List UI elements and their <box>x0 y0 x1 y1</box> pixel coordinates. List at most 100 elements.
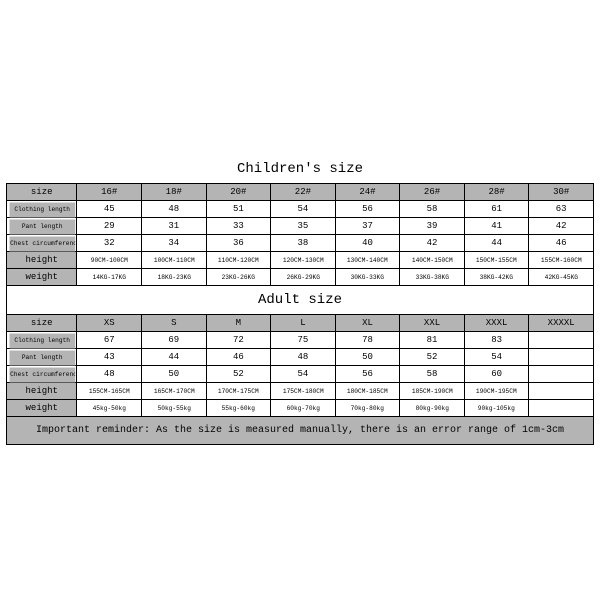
adult-title: Adult size <box>7 286 594 315</box>
cell: 81 <box>400 332 465 349</box>
cell: 54 <box>464 349 529 366</box>
cell: 43 <box>77 349 142 366</box>
size-chart-container: Children's size size 16# 18# 20# 22# 24#… <box>0 0 600 600</box>
cell: 45kg-50kg <box>79 400 140 416</box>
adult-clothing-row: Clothing length 67 69 72 75 78 81 83 <box>7 332 594 349</box>
cell: 31 <box>142 218 207 235</box>
cell: 30# <box>529 184 594 201</box>
cell: 155CM-165CM <box>79 383 140 399</box>
cell: 28# <box>464 184 529 201</box>
row-label: Chest circumference 1/2 <box>8 235 75 251</box>
row-label: Pant length <box>8 349 75 365</box>
cell: 70kg-80kg <box>337 400 398 416</box>
children-weight-row: weight 14KG-17KG 18KG-23KG 23KG-26KG 26K… <box>7 269 594 286</box>
cell: 42KG-45KG <box>530 269 591 285</box>
row-label: height <box>7 383 77 400</box>
adult-title-row: Adult size <box>7 286 594 315</box>
cell: 18# <box>142 184 207 201</box>
adult-chest-row: Chest circumference 1/2 48 50 52 54 56 5… <box>7 366 594 383</box>
adult-pant-row: Pant length 43 44 46 48 50 52 54 <box>7 349 594 366</box>
cell: 33KG-38KG <box>401 269 462 285</box>
cell: 155CM-160CM <box>530 252 591 268</box>
cell: 180CM-185CM <box>337 383 398 399</box>
cell: 83 <box>464 332 529 349</box>
adult-size-row: size XS S M L XL XXL XXXL XXXXL <box>7 315 594 332</box>
cell: 150CM-155CM <box>466 252 527 268</box>
cell: 52 <box>400 349 465 366</box>
cell: 38 <box>271 235 336 252</box>
cell: 61 <box>464 201 529 218</box>
cell: 48 <box>142 201 207 218</box>
row-label: Clothing length <box>8 201 75 217</box>
cell: 63 <box>529 201 594 218</box>
cell: M <box>206 315 271 332</box>
cell: 100CM-110CM <box>143 252 204 268</box>
cell: 60kg-70kg <box>272 400 333 416</box>
cell: 38KG-42KG <box>466 269 527 285</box>
cell: 42 <box>529 218 594 235</box>
cell <box>529 332 594 349</box>
cell: 29 <box>77 218 142 235</box>
cell: 110CM-120CM <box>208 252 269 268</box>
cell: 90kg-105kg <box>466 400 527 416</box>
cell: XXXXL <box>529 315 594 332</box>
row-label: weight <box>7 400 77 417</box>
cell: 175CM-180CM <box>272 383 333 399</box>
cell: 32 <box>77 235 142 252</box>
children-block: Children's size size 16# 18# 20# 22# 24#… <box>6 155 594 445</box>
cell: 54 <box>271 201 336 218</box>
cell: 190CM-195CM <box>466 383 527 399</box>
cell: 55kg-60kg <box>208 400 269 416</box>
cell: XL <box>335 315 400 332</box>
cell: 24# <box>335 184 400 201</box>
children-title: Children's size <box>7 155 594 184</box>
cell <box>530 400 591 416</box>
cell <box>529 349 594 366</box>
cell: 20# <box>206 184 271 201</box>
cell: 35 <box>271 218 336 235</box>
children-pant-row: Pant length 29 31 33 35 37 39 41 42 <box>7 218 594 235</box>
cell: 37 <box>335 218 400 235</box>
cell: 46 <box>206 349 271 366</box>
cell: 78 <box>335 332 400 349</box>
cell: 40 <box>335 235 400 252</box>
cell: 33 <box>206 218 271 235</box>
cell: S <box>142 315 207 332</box>
cell: 34 <box>142 235 207 252</box>
cell: L <box>271 315 336 332</box>
adult-height-row: height 155CM-165CM 165CM-170CM 170CM-175… <box>7 383 594 400</box>
cell: 39 <box>400 218 465 235</box>
cell: 75 <box>271 332 336 349</box>
row-label: size <box>7 184 77 201</box>
row-label: size <box>7 315 77 332</box>
cell: 165CM-170CM <box>143 383 204 399</box>
cell: 26# <box>400 184 465 201</box>
cell: 16# <box>77 184 142 201</box>
cell: 50 <box>335 349 400 366</box>
cell <box>529 366 594 383</box>
cell: 23KG-26KG <box>208 269 269 285</box>
cell: 50 <box>142 366 207 383</box>
cell: 80kg-90kg <box>401 400 462 416</box>
cell: 60 <box>464 366 529 383</box>
children-size-row: size 16# 18# 20# 22# 24# 26# 28# 30# <box>7 184 594 201</box>
cell: 54 <box>271 366 336 383</box>
cell: 44 <box>464 235 529 252</box>
cell: 26KG-29KG <box>272 269 333 285</box>
children-clothing-row: Clothing length 45 48 51 54 56 58 61 63 <box>7 201 594 218</box>
row-label: weight <box>7 269 77 286</box>
cell: 58 <box>400 201 465 218</box>
cell: 140CM-150CM <box>401 252 462 268</box>
cell: 185CM-190CM <box>401 383 462 399</box>
cell: 56 <box>335 201 400 218</box>
cell: 18KG-23KG <box>143 269 204 285</box>
adult-weight-row: weight 45kg-50kg 50kg-55kg 55kg-60kg 60k… <box>7 400 594 417</box>
cell: 170CM-175CM <box>208 383 269 399</box>
cell: 48 <box>77 366 142 383</box>
reminder-note: Important reminder: As the size is measu… <box>6 417 594 445</box>
cell: 51 <box>206 201 271 218</box>
children-height-row: height 90CM-100CM 100CM-110CM 110CM-120C… <box>7 252 594 269</box>
cell: 69 <box>142 332 207 349</box>
cell: 67 <box>77 332 142 349</box>
cell: 48 <box>271 349 336 366</box>
